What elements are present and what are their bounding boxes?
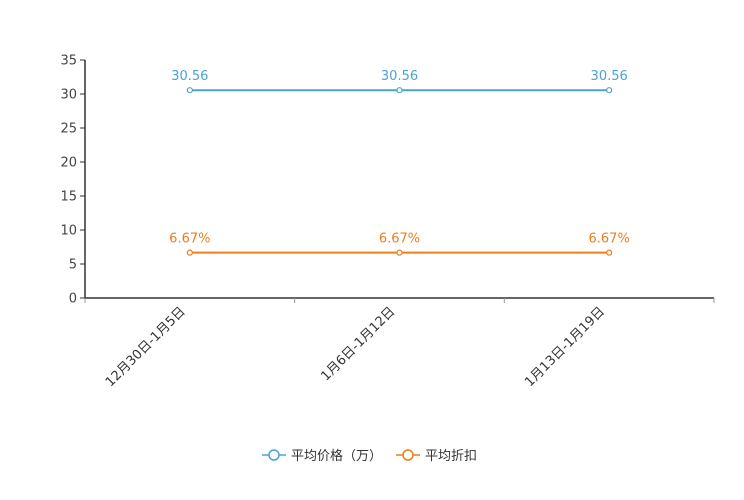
y-tick-label: 35 (60, 54, 77, 69)
series-layer: 30.56 30.56 30.56 6.67% 6.67% 6.67% (169, 69, 630, 256)
y-tick-label: 20 (60, 156, 77, 171)
legend-marker (402, 449, 414, 461)
data-label: 6.67% (379, 232, 420, 247)
y-tick-label: 10 (60, 224, 77, 239)
legend-label: 平均价格（万） (291, 448, 382, 464)
legend-label: 平均折扣 (425, 449, 477, 464)
y-tick-label: 5 (69, 258, 77, 273)
x-tick-label: 12月30日-1月5日 (103, 304, 189, 390)
y-tick-label: 30 (60, 88, 77, 103)
y-tick-label: 25 (60, 122, 77, 137)
y-axis: 0 5 10 15 20 25 30 35 (60, 54, 86, 307)
data-label: 30.56 (171, 69, 208, 84)
data-point (606, 87, 613, 94)
legend: 平均价格（万） 平均折扣 (262, 448, 477, 464)
data-label: 6.67% (169, 232, 210, 247)
data-point (606, 249, 613, 256)
x-axis: 12月30日-1月5日 1月6日-1月12日 1月13日-1月19日 (84, 297, 715, 390)
data-label: 6.67% (589, 232, 630, 247)
y-tick-label: 0 (69, 292, 77, 307)
data-point (396, 249, 403, 256)
series-1: 6.67% 6.67% 6.67% (169, 232, 630, 256)
legend-marker (268, 449, 280, 461)
data-label: 30.56 (591, 69, 628, 84)
data-point (396, 87, 403, 94)
y-tick-label: 15 (60, 190, 77, 205)
data-label: 30.56 (381, 69, 418, 84)
legend-item-0: 平均价格（万） (262, 448, 382, 464)
x-tick-label: 1月13日-1月19日 (522, 304, 608, 390)
series-0: 30.56 30.56 30.56 (171, 69, 628, 94)
legend-item-1: 平均折扣 (396, 449, 477, 464)
x-tick-label: 1月6日-1月12日 (318, 304, 398, 384)
data-point (186, 87, 193, 94)
data-point (186, 249, 193, 256)
